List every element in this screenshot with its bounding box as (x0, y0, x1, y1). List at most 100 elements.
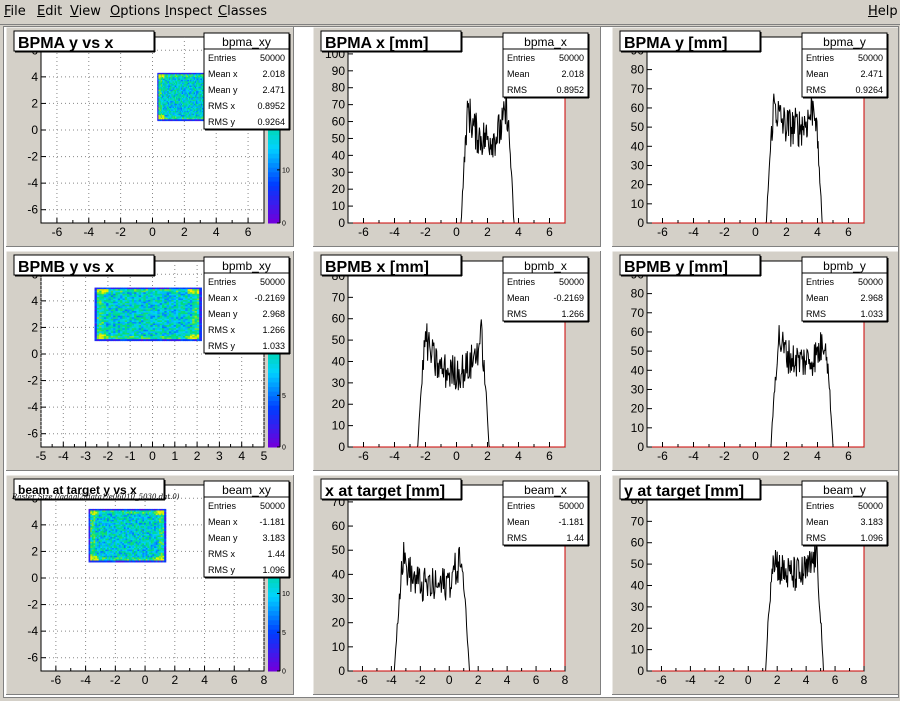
y-tick-label: 2 (31, 96, 38, 110)
x-tick-label: -6 (657, 449, 668, 463)
y-tick-label: -6 (27, 203, 38, 217)
x-tick-label: 0 (453, 449, 460, 463)
heatmap-cell (195, 339, 198, 341)
stats-value: 2.968 (860, 293, 883, 303)
heatmap-cell (176, 339, 179, 341)
palette-segment (268, 172, 280, 177)
x-tick-label: 2 (783, 449, 790, 463)
menu-help[interactable]: Help (868, 4, 898, 19)
y-tick-label: 60 (631, 101, 645, 115)
y-tick-label: 70 (631, 82, 645, 96)
y-tick-label: 10 (631, 421, 645, 435)
stats-name: bpmb_y (823, 259, 866, 273)
stats-name: bpma_xy (222, 35, 271, 49)
palette-segment (268, 135, 280, 140)
heatmap-cell (125, 339, 128, 341)
stats-label: Mean y (208, 309, 238, 319)
x-tick-label: 2 (194, 449, 201, 463)
x-tick-label: 4 (213, 225, 220, 239)
plot-title: BPMA y vs x (18, 35, 114, 52)
menu-options[interactable]: Options (110, 4, 160, 19)
palette-segment (268, 158, 280, 163)
heatmap-cell (153, 339, 156, 341)
x-tick-label: -4 (83, 225, 94, 239)
menu-classes[interactable]: Classes (218, 4, 267, 19)
y-tick-label: -2 (27, 374, 38, 388)
plot-title-box: BPMB y vs x (14, 255, 155, 276)
palette-segment (268, 186, 280, 191)
x-tick-label: 2 (484, 225, 491, 239)
stats-value: -0.2169 (553, 293, 584, 303)
y-tick-label: 30 (631, 158, 645, 172)
plot-title-box: BPMA y vs x (14, 31, 155, 52)
menu-view[interactable]: View (70, 4, 101, 19)
x-tick-label: 4 (814, 225, 821, 239)
y-tick-label: 10 (631, 197, 645, 211)
heatmap-cell (104, 339, 107, 341)
heatmap-cell (95, 339, 98, 341)
menu-edit[interactable]: Edit (37, 4, 62, 19)
plot-title: BPMB y vs x (18, 259, 114, 276)
stats-value: 0.8952 (257, 101, 285, 111)
y-tick-label: 4 (31, 70, 38, 84)
y-tick-label: 80 (332, 81, 346, 95)
y-tick-label: 0 (338, 440, 345, 454)
stats-label: Entries (806, 53, 835, 63)
x-tick-label: -3 (80, 449, 91, 463)
x-tick-label: -4 (389, 225, 400, 239)
palette-segment (268, 149, 280, 154)
x-tick-label: 2 (181, 225, 188, 239)
stats-value: 50000 (559, 53, 584, 63)
heatmap-cell (192, 339, 195, 341)
heatmap-cell (155, 339, 158, 341)
plot-title-box: BPMB x [mm] (321, 255, 462, 276)
palette-segment (268, 204, 280, 209)
x-tick-label: 4 (515, 225, 522, 239)
menu-file[interactable]: File (4, 4, 26, 19)
x-tick-label: 0 (149, 225, 156, 239)
x-tick-label: 6 (546, 225, 553, 239)
y-tick-label: -4 (27, 400, 38, 414)
x-tick-label: 0 (752, 449, 759, 463)
y-tick-label: 0 (338, 216, 345, 230)
stats-value: 2.968 (262, 309, 285, 319)
palette-segment (268, 359, 280, 364)
heatmap-cell (122, 339, 125, 341)
stats-label: RMS y (208, 341, 236, 351)
palette-segment (268, 419, 280, 424)
heatmap-cell (106, 339, 109, 341)
heatmap-cell (171, 339, 174, 341)
y-tick-label: 60 (631, 325, 645, 339)
stats-label: Entries (507, 277, 536, 287)
stats-value: 0.9264 (855, 85, 883, 95)
y-tick-label: 40 (631, 363, 645, 377)
palette-segment (268, 438, 280, 443)
palette-segment (268, 414, 280, 419)
heatmap-cell (139, 339, 142, 341)
y-tick-label: 0 (637, 216, 644, 230)
x-tick-label: 6 (546, 449, 553, 463)
stats-name: bpmb_xy (222, 259, 271, 273)
palette-segment (268, 190, 280, 195)
heatmap-cell (129, 339, 132, 341)
x-tick-label: -4 (688, 449, 699, 463)
y-tick-label: 0 (31, 123, 38, 137)
palette-segment (268, 377, 280, 382)
y-tick-label: 4 (31, 294, 38, 308)
heatmap-cell (111, 339, 114, 341)
stats-value: 2.018 (262, 69, 285, 79)
y-tick-label: 80 (631, 287, 645, 301)
stats-value: 0.9264 (257, 117, 285, 127)
x-tick-label: -2 (719, 449, 730, 463)
palette-segment (268, 433, 280, 438)
heatmap-cell (99, 339, 102, 341)
heatmap-cell (174, 339, 177, 341)
heatmap-cell (118, 339, 121, 341)
menu-inspect[interactable]: Inspect (165, 4, 212, 19)
x-tick-label: -5 (36, 449, 47, 463)
